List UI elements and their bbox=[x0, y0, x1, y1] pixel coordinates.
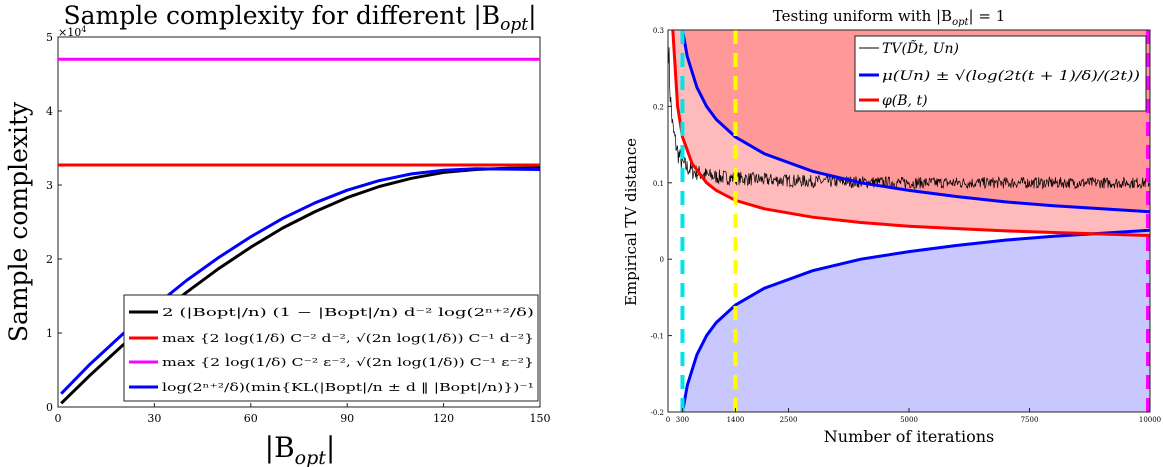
left-legend-box bbox=[123, 294, 539, 402]
left-y-exponent: ×104 bbox=[58, 25, 86, 39]
right-x-tick-label: 5000 bbox=[900, 416, 918, 424]
right-legend-box bbox=[854, 35, 1147, 112]
right-noise-group bbox=[668, 47, 1150, 190]
right-y-tick-label: 0 bbox=[660, 256, 664, 264]
right-chart: Testing uniform with |Bopt| = 1 0 300 1400… bbox=[622, 7, 1161, 446]
left-y-tick-label: 2 bbox=[46, 253, 53, 266]
left-y-tick-label: 4 bbox=[46, 105, 53, 118]
left-x-tick-label: 150 bbox=[530, 412, 551, 425]
right-y-tick-label: 0.3 bbox=[653, 27, 664, 35]
right-y-tick-label: 0.2 bbox=[653, 103, 664, 111]
right-series-line-3 bbox=[671, 29, 1151, 237]
right-legend-label-3: φ(B, t) bbox=[882, 93, 928, 109]
left-y-tick-label: 3 bbox=[46, 179, 53, 192]
right-shade-middle bbox=[668, 30, 1150, 236]
left-legend-label-4: log(2ⁿ⁺²/δ)(min{KL(|Bopt|/n ± d ‖ |Bopt|… bbox=[162, 381, 534, 395]
left-legend: 2 (|Bopt|/n) (1 − |Bopt|/n) d⁻² log(2ⁿ⁺²… bbox=[123, 294, 539, 402]
right-x-tick-label: 7500 bbox=[1021, 416, 1039, 424]
left-y-axis-label: Sample complexity bbox=[4, 101, 33, 342]
left-chart: Sample complexity for different |Bopt| ×… bbox=[4, 1, 551, 467]
right-ticks-group: 0 300 1400 2500 5000 7500 10000 -0.2 -0.1 0 0.1 0.2… bbox=[651, 27, 1162, 424]
right-y-tick-label: -0.1 bbox=[651, 333, 665, 341]
right-y-axis-label: Empirical TV distance bbox=[622, 138, 640, 306]
left-x-tick-label: 90 bbox=[340, 412, 354, 425]
left-plot-area bbox=[57, 36, 541, 408]
left-y-tick-label: 1 bbox=[46, 327, 53, 340]
right-y-tick-label: 0.1 bbox=[653, 180, 664, 188]
right-series-line-1 bbox=[668, 47, 1150, 190]
left-x-tick-label: 0 bbox=[55, 412, 62, 425]
left-x-tick-label: 30 bbox=[147, 412, 161, 425]
right-vertical-lines-group bbox=[680, 30, 1150, 412]
right-x-tick-label: 2500 bbox=[780, 416, 798, 424]
left-chart-title: Sample complexity for different |Bopt| bbox=[63, 1, 536, 35]
right-legend-label-1: TV(D̃t, Un) bbox=[882, 39, 959, 57]
left-x-tick-label: 60 bbox=[244, 412, 258, 425]
left-ticks-group: 0 30 60 90 120 150 0 1 2 3 4 5 bbox=[46, 31, 551, 425]
right-series-group bbox=[671, 29, 1151, 413]
left-y-tick-label: 5 bbox=[46, 31, 53, 44]
left-legend-label-2: max {2 log(1/δ) C⁻² d⁻², √(2n log(1/δ)) … bbox=[162, 332, 534, 345]
left-legend-label-1: 2 (|Bopt|/n) (1 − |Bopt|/n) d⁻² log(2ⁿ⁺²… bbox=[162, 306, 534, 320]
right-x-tick-label: 0 bbox=[666, 416, 670, 424]
right-y-tick-label: -0.2 bbox=[651, 409, 665, 417]
right-legend: TV(D̃t, Un) μ(Un) ± √(log(2t(t + 1)/δ)/(… bbox=[854, 35, 1147, 112]
left-y-tick-label: 0 bbox=[46, 401, 53, 414]
right-x-tick-label: 10000 bbox=[1139, 416, 1161, 424]
left-legend-label-3: max {2 log(1/δ) C⁻² ε⁻², √(2n log(1/δ)) … bbox=[162, 356, 534, 369]
right-x-tick-label: 1400 bbox=[727, 416, 745, 424]
left-x-tick-label: 120 bbox=[433, 412, 454, 425]
right-series-line-2-lower bbox=[681, 228, 1151, 413]
right-chart-title: Testing uniform with |Bopt| = 1 bbox=[773, 7, 1005, 28]
right-x-axis-label: Number of iterations bbox=[824, 427, 994, 446]
left-x-axis-label: |Bopt| bbox=[265, 431, 336, 467]
right-legend-label-2: μ(Un) ± √(log(2t(t + 1)/δ)/(2t)) bbox=[882, 69, 1140, 84]
right-series-line-2-upper bbox=[681, 29, 1151, 214]
right-shade-lower bbox=[682, 230, 1150, 412]
right-x-tick-label: 300 bbox=[676, 416, 689, 424]
